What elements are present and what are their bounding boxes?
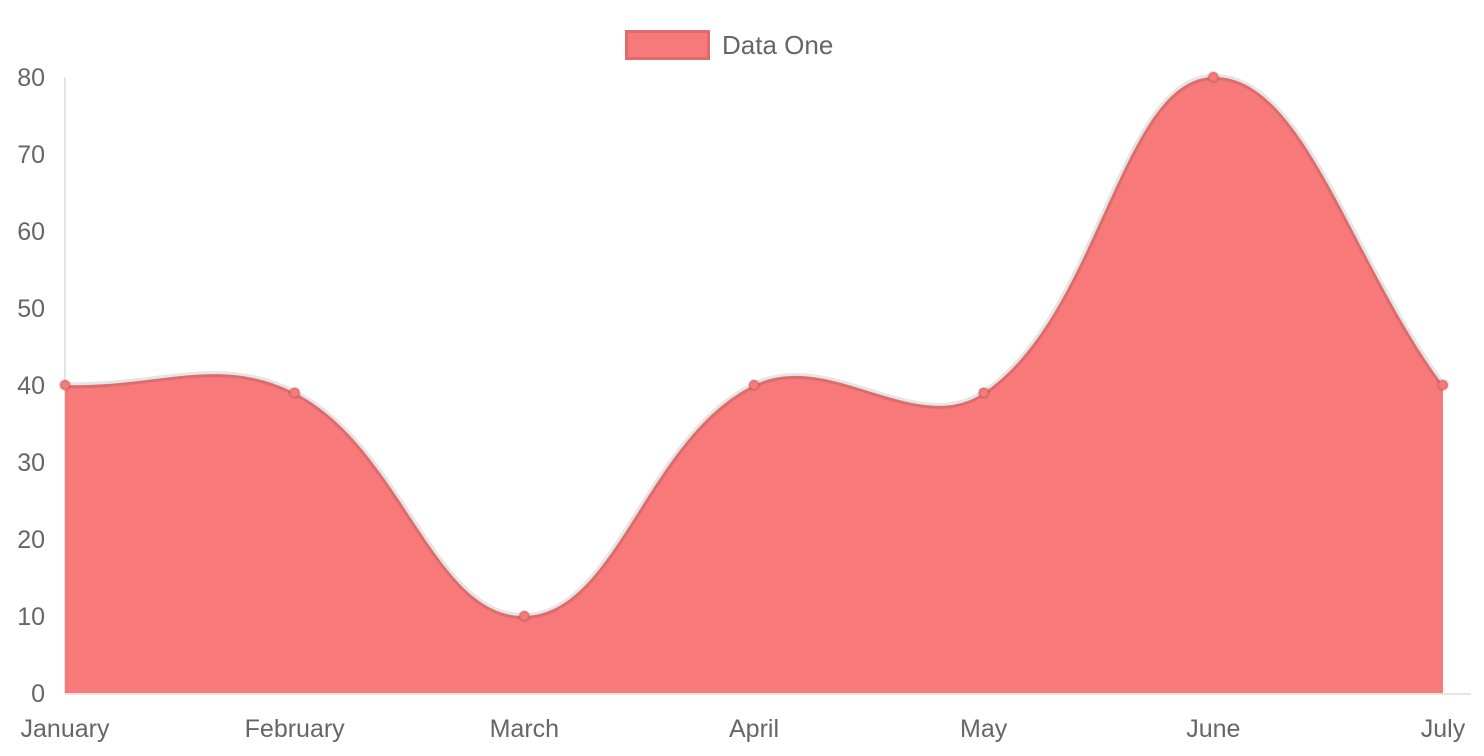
x-tick-label: March xyxy=(490,715,559,743)
y-tick-label: 80 xyxy=(17,64,45,92)
x-tick-label: May xyxy=(960,715,1008,743)
x-tick-label: February xyxy=(245,715,346,743)
data-point-july[interactable] xyxy=(1436,378,1450,392)
x-tick-label: June xyxy=(1186,715,1240,743)
data-point-march[interactable] xyxy=(518,609,531,623)
x-tick-label: July xyxy=(1421,715,1466,743)
y-tick-label: 60 xyxy=(17,218,45,246)
y-tick-label: 50 xyxy=(17,295,45,323)
data-point-february[interactable] xyxy=(288,386,301,399)
y-tick-label: 30 xyxy=(17,449,45,477)
legend-label: Data One xyxy=(722,30,834,60)
y-tick-label: 20 xyxy=(17,526,45,554)
y-tick-label: 0 xyxy=(31,680,45,708)
data-point-june[interactable] xyxy=(1207,70,1220,84)
data-point-may[interactable] xyxy=(977,386,990,399)
legend-swatch xyxy=(625,30,710,60)
data-point-april[interactable] xyxy=(747,378,761,392)
data-point-january[interactable] xyxy=(58,378,72,392)
line-stroke xyxy=(64,73,1446,620)
y-tick-label: 40 xyxy=(17,372,45,400)
y-tick-label: 70 xyxy=(17,141,45,169)
x-tick-label: January xyxy=(21,715,110,743)
legend-item-data-one[interactable]: Data One xyxy=(625,30,833,60)
area-fill xyxy=(65,76,1443,694)
y-tick-label: 10 xyxy=(17,603,45,631)
x-tick-label: April xyxy=(729,715,779,743)
